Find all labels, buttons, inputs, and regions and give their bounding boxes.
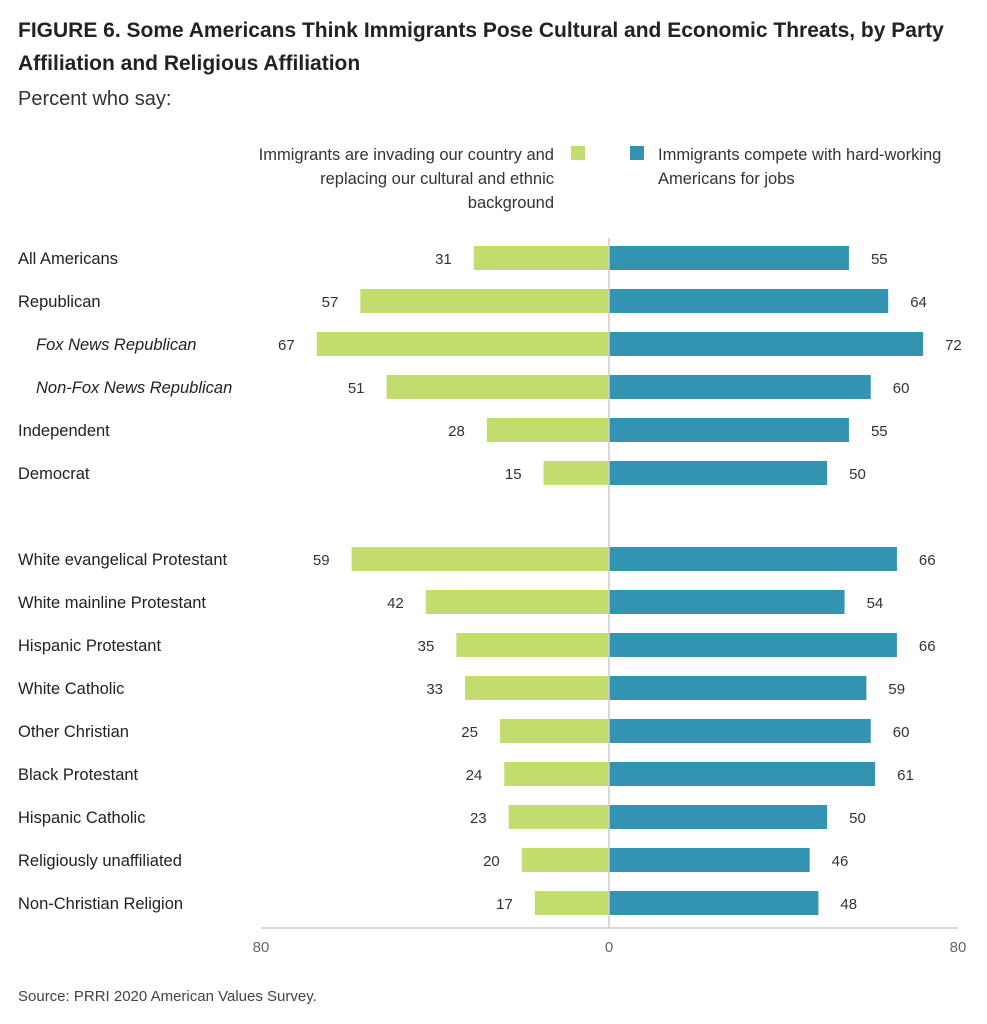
value-label-compete-black-protestant: 61 <box>897 767 914 784</box>
value-label-compete-non-fox-news-republican: 60 <box>893 380 910 397</box>
bar-invading-white-catholic <box>465 676 609 700</box>
category-label-republican: Republican <box>18 293 101 311</box>
bar-invading-fox-news-republican <box>316 332 609 356</box>
category-label-white-evangelical-protestant: White evangelical Protestant <box>18 551 228 569</box>
category-label-religiously-unaffiliated: Religiously unaffiliated <box>18 852 182 870</box>
value-label-invading-religiously-unaffiliated: 20 <box>483 853 500 870</box>
legend-compete-swatch <box>630 146 644 160</box>
value-label-compete-hispanic-protestant: 66 <box>919 638 936 655</box>
bar-compete-hispanic-protestant <box>609 633 897 657</box>
value-label-invading-black-protestant: 24 <box>466 767 483 784</box>
bar-invading-other-christian <box>499 719 609 743</box>
category-label-fox-news-republican: Fox News Republican <box>36 336 197 354</box>
bar-invading-white-evangelical-protestant <box>351 547 609 571</box>
bar-compete-white-evangelical-protestant <box>609 547 897 571</box>
category-label-hispanic-protestant: Hispanic Protestant <box>18 637 161 655</box>
value-label-compete-independent: 55 <box>871 423 888 440</box>
category-label-non-christian-religion: Non-Christian Religion <box>18 895 183 913</box>
bar-compete-independent <box>609 418 849 442</box>
value-label-invading-democrat: 15 <box>505 466 522 483</box>
bar-compete-republican <box>609 289 889 313</box>
legend-invading-label: Immigrants are invading our country and … <box>258 146 554 212</box>
value-label-invading-republican: 57 <box>322 294 339 311</box>
bar-compete-black-protestant <box>609 762 876 786</box>
category-label-white-mainline-protestant: White mainline Protestant <box>18 594 206 612</box>
bar-invading-hispanic-protestant <box>456 633 609 657</box>
bar-compete-democrat <box>609 461 828 485</box>
value-label-compete-white-catholic: 59 <box>888 681 905 698</box>
source-note: Source: PRRI 2020 American Values Survey… <box>18 988 317 1005</box>
bar-compete-religiously-unaffiliated <box>609 848 810 872</box>
value-label-invading-all-americans: 31 <box>435 251 452 268</box>
value-label-invading-white-evangelical-protestant: 59 <box>313 552 330 569</box>
category-label-independent: Independent <box>18 422 110 440</box>
category-label-all-americans: All Americans <box>18 250 118 268</box>
bar-compete-all-americans <box>609 246 849 270</box>
value-label-compete-non-christian-religion: 48 <box>840 896 857 913</box>
bar-compete-non-fox-news-republican <box>609 375 871 399</box>
legend-invading-swatch <box>571 146 585 160</box>
value-label-compete-white-mainline-protestant: 54 <box>867 595 884 612</box>
chart-title: FIGURE 6. Some Americans Think Immigrant… <box>18 19 944 75</box>
bar-invading-republican <box>360 289 609 313</box>
value-label-invading-white-mainline-protestant: 42 <box>387 595 404 612</box>
bar-invading-religiously-unaffiliated <box>521 848 609 872</box>
value-label-compete-all-americans: 55 <box>871 251 888 268</box>
bar-invading-hispanic-catholic <box>508 805 609 829</box>
value-label-compete-white-evangelical-protestant: 66 <box>919 552 936 569</box>
bar-compete-non-christian-religion <box>609 891 819 915</box>
category-label-hispanic-catholic: Hispanic Catholic <box>18 809 145 827</box>
x-tick-label-2: 80 <box>950 939 967 956</box>
bar-invading-all-americans <box>473 246 609 270</box>
bar-invading-black-protestant <box>504 762 609 786</box>
value-label-compete-hispanic-catholic: 50 <box>849 810 866 827</box>
legend-compete-label: Immigrants compete with hard-working Ame… <box>658 146 942 188</box>
value-label-compete-democrat: 50 <box>849 466 866 483</box>
category-label-black-protestant: Black Protestant <box>18 766 139 784</box>
value-label-invading-hispanic-catholic: 23 <box>470 810 487 827</box>
value-label-invading-hispanic-protestant: 35 <box>418 638 435 655</box>
bar-compete-hispanic-catholic <box>609 805 828 829</box>
bar-compete-white-catholic <box>609 676 867 700</box>
bar-invading-white-mainline-protestant <box>425 590 609 614</box>
value-label-compete-fox-news-republican: 72 <box>945 337 962 354</box>
category-label-other-christian: Other Christian <box>18 723 129 741</box>
bar-compete-white-mainline-protestant <box>609 590 845 614</box>
bar-invading-non-christian-religion <box>534 891 609 915</box>
bar-invading-non-fox-news-republican <box>386 375 609 399</box>
value-label-compete-republican: 64 <box>910 294 927 311</box>
category-label-non-fox-news-republican: Non-Fox News Republican <box>36 379 232 397</box>
value-label-invading-other-christian: 25 <box>461 724 478 741</box>
x-tick-label-0: 80 <box>253 939 270 956</box>
bar-compete-other-christian <box>609 719 871 743</box>
value-label-invading-non-christian-religion: 17 <box>496 896 513 913</box>
category-label-white-catholic: White Catholic <box>18 680 124 698</box>
chart-subtitle: Percent who say: <box>18 88 172 110</box>
x-tick-label-1: 0 <box>605 939 613 956</box>
value-label-invading-non-fox-news-republican: 51 <box>348 380 365 397</box>
value-label-compete-other-christian: 60 <box>893 724 910 741</box>
bar-invading-independent <box>486 418 609 442</box>
value-label-invading-fox-news-republican: 67 <box>278 337 295 354</box>
value-label-compete-religiously-unaffiliated: 46 <box>832 853 849 870</box>
value-label-invading-independent: 28 <box>448 423 465 440</box>
category-label-democrat: Democrat <box>18 465 90 483</box>
value-label-invading-white-catholic: 33 <box>426 681 443 698</box>
bar-compete-fox-news-republican <box>609 332 924 356</box>
bar-invading-democrat <box>543 461 609 485</box>
